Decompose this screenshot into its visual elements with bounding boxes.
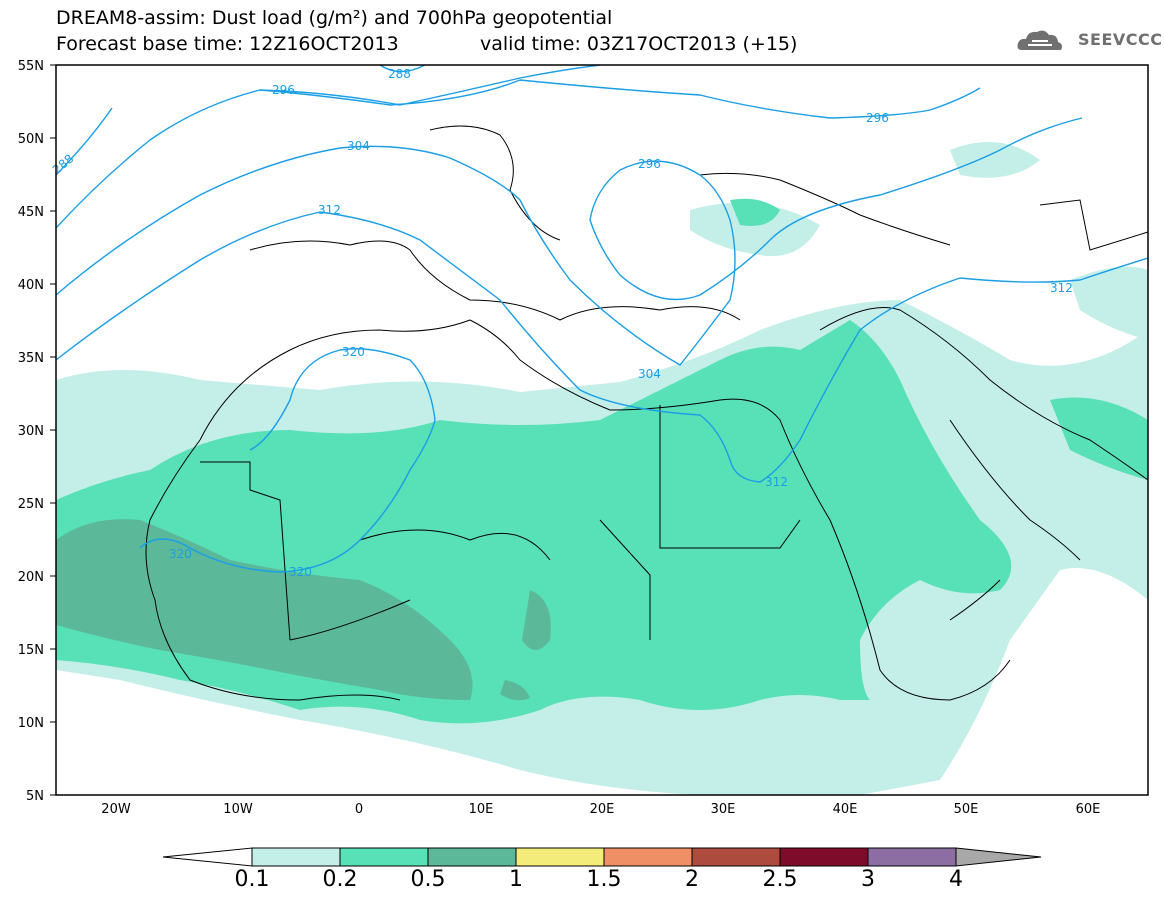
contour-label: 312 [765, 475, 788, 489]
latitude-axis: 55N 50N 45N 40N 35N 30N 25N 20N 15N 10N … [18, 59, 44, 804]
logo-text: SEEVCCC [1078, 30, 1163, 49]
lon-label: 10E [469, 802, 494, 817]
colorbar-label: 1 [509, 867, 523, 892]
colorbar-swatch [515, 847, 605, 867]
contour-label: 304 [638, 367, 661, 381]
colorbar [162, 847, 1042, 867]
colorbar-swatch [251, 847, 341, 867]
dust-heavy-area [522, 590, 551, 650]
contour-label: 288 [388, 67, 411, 81]
colorbar-swatch [867, 847, 957, 867]
contour-label: 296 [638, 157, 661, 171]
map-title: DREAM8-assim: Dust load (g/m²) and 700hP… [56, 7, 613, 29]
geopotential-contours [56, 65, 1148, 573]
dust-light-area [690, 202, 820, 257]
colorbar-label: 0.1 [234, 867, 270, 892]
dust-medium-area [1050, 397, 1148, 480]
lat-label: 55N [18, 59, 44, 74]
colorbar-swatch [779, 847, 869, 867]
contour-label: 296 [866, 111, 889, 125]
colorbar-swatch [162, 847, 253, 867]
dust-heavy-area [500, 680, 530, 701]
contour-label: 320 [169, 547, 192, 561]
contour-label: 320 [342, 345, 365, 359]
lon-label: 40E [833, 802, 858, 817]
colorbar-label: 0.5 [410, 867, 446, 892]
contour-label: 304 [347, 139, 370, 153]
lat-label: 20N [18, 570, 44, 585]
colorbar-swatch [427, 847, 517, 867]
colorbar-label: 4 [949, 867, 963, 892]
lon-label: 10W [223, 802, 253, 817]
lat-label: 10N [18, 716, 44, 731]
colorbar-swatch [603, 847, 693, 867]
contour-label: 312 [1050, 281, 1073, 295]
coastlines [145, 125, 1148, 701]
lat-label: 25N [18, 497, 44, 512]
lat-label: 30N [18, 424, 44, 439]
lon-label: 60E [1076, 802, 1101, 817]
valid-time: valid time: 03Z17OCT2013 (+15) [480, 33, 798, 55]
colorbar-label: 2 [685, 867, 699, 892]
contour-labels: 288 296 288 304 296 296 312 312 320 304 … [50, 67, 1073, 579]
forecast-base-time: Forecast base time: 12Z16OCT2013 [56, 33, 399, 55]
dust-light-area [1070, 266, 1148, 340]
lat-label: 50N [18, 132, 44, 147]
longitude-axis: 20W 10W 0 10E 20E 30E 40E 50E 60E [101, 802, 1100, 817]
lon-label: 30E [711, 802, 736, 817]
lat-ticks [50, 64, 56, 796]
lat-label: 45N [18, 205, 44, 220]
colorbar-label: 2.5 [762, 867, 798, 892]
lon-label: 0 [355, 802, 363, 817]
dust-heavy-area [56, 519, 473, 700]
dust-light-area [950, 142, 1040, 178]
colorbar-swatch [691, 847, 781, 867]
contour-label: 296 [272, 83, 295, 97]
contour-label: 288 [50, 151, 77, 176]
contour-label: 312 [318, 203, 341, 217]
colorbar-swatch [339, 847, 429, 867]
cloud-logo-icon [1017, 30, 1062, 50]
lon-label: 20E [590, 802, 615, 817]
lat-label: 35N [18, 351, 44, 366]
colorbar-swatch [955, 847, 1042, 867]
lat-label: 15N [18, 643, 44, 658]
colorbar-label: 3 [861, 867, 875, 892]
lat-label: 40N [18, 278, 44, 293]
contour-label: 320 [289, 565, 312, 579]
dust-field [56, 142, 1148, 795]
lat-label: 5N [26, 789, 44, 804]
colorbar-label: 1.5 [586, 867, 622, 892]
lon-label: 50E [954, 802, 979, 817]
dust-medium-area [730, 198, 780, 226]
lon-label: 20W [101, 802, 131, 817]
colorbar-label: 0.2 [322, 867, 358, 892]
